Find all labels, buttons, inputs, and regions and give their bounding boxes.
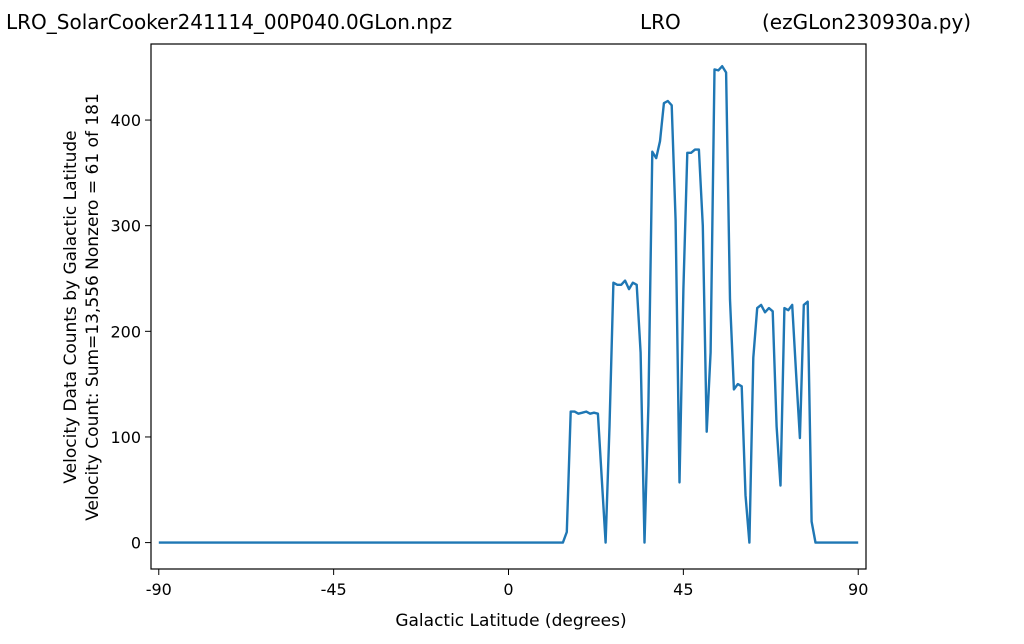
plot-frame (150, 43, 867, 570)
y-tick-label: 100 (110, 428, 141, 447)
y-tick-label: 200 (110, 322, 141, 341)
y-axis-label-line1: Velocity Data Counts by Galactic Latitud… (61, 130, 81, 483)
x-tick-label: 0 (503, 580, 513, 599)
x-tick-label: 90 (848, 580, 868, 599)
chart-title-center: LRO (640, 10, 681, 34)
plot-line-layer (158, 64, 859, 544)
y-axis-label-line2: Velocity Count: Sum=13,556 Nonzero = 61 … (83, 93, 103, 521)
y-tick-label: 400 (110, 111, 141, 130)
x-tick-label: 45 (673, 580, 693, 599)
chart-title-right: (ezGLon230930a.py) (762, 10, 972, 34)
x-axis-label: Galactic Latitude (degrees) (395, 611, 626, 631)
chart-title-left: LRO_SolarCooker241114_00P040.0GLon.npz (6, 10, 453, 34)
x-tick-label: -45 (321, 580, 347, 599)
y-tick-label: 0 (131, 534, 141, 553)
x-tick-label: -90 (146, 580, 172, 599)
y-tick-label: 300 (110, 217, 141, 236)
data-series-line (158, 64, 859, 544)
ticks-layer: -90 -45 0 45 90 0 100 200 300 400 (110, 111, 868, 599)
